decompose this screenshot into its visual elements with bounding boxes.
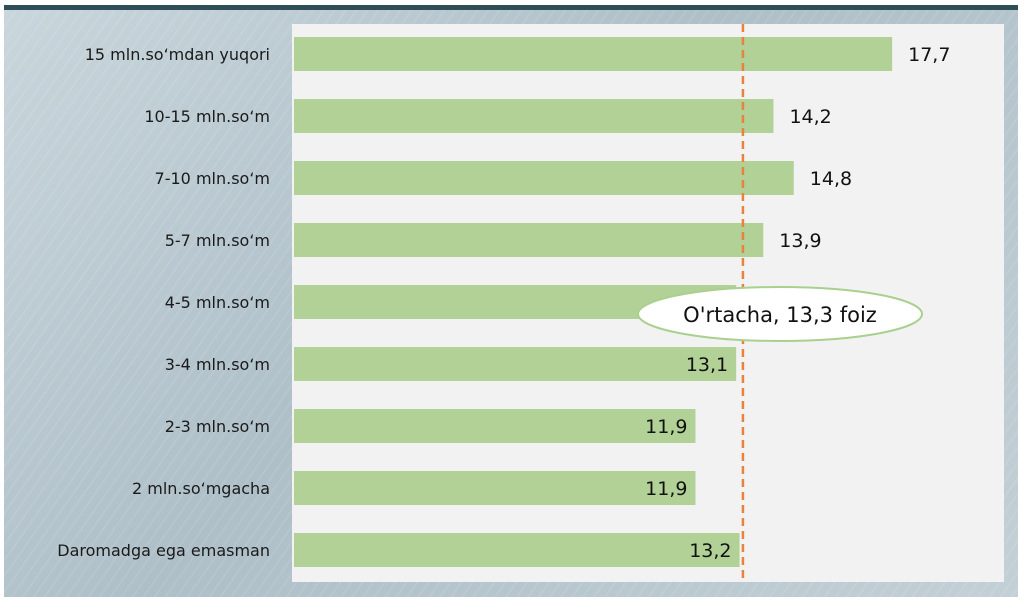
category-label: 3-4 mln.so‘m [165, 355, 270, 374]
value-label: 11,9 [645, 416, 687, 438]
average-annotation: O'rtacha, 13,3 foiz [637, 286, 923, 342]
category-labels: 15 mln.so‘mdan yuqori 10-15 mln.so‘m 7-10 … [57, 45, 270, 560]
category-label: 10-15 mln.so‘m [144, 107, 270, 126]
bars-group [294, 37, 893, 567]
bar [294, 161, 794, 195]
value-label: 11,9 [645, 478, 687, 500]
value-label: 13,1 [686, 354, 728, 376]
category-label: 5-7 mln.so‘m [165, 231, 270, 250]
bar [294, 347, 737, 381]
bar [294, 37, 893, 71]
category-label: 7-10 mln.so‘m [155, 169, 270, 188]
category-label: 2 mln.so‘mgacha [132, 479, 270, 498]
value-label: 14,8 [810, 168, 852, 190]
category-label: Daromadga ega emasman [57, 541, 270, 560]
bar [294, 409, 696, 443]
value-label: 13,2 [689, 540, 731, 562]
category-label: 2-3 mln.so‘m [165, 417, 270, 436]
bar [294, 223, 764, 257]
value-labels: 17,714,214,813,913,113,111,911,913,2 [645, 44, 950, 562]
bar [294, 471, 696, 505]
value-label: 14,2 [789, 106, 831, 128]
value-label: 13,9 [779, 230, 821, 252]
category-label: 15 mln.so‘mdan yuqori [85, 45, 270, 64]
average-ellipse [637, 286, 923, 342]
value-label: 17,7 [908, 44, 950, 66]
average-label: O'rtacha, 13,3 foiz [683, 303, 877, 327]
bar [294, 99, 774, 133]
bar [294, 533, 740, 567]
category-label: 4-5 mln.so‘m [165, 293, 270, 312]
